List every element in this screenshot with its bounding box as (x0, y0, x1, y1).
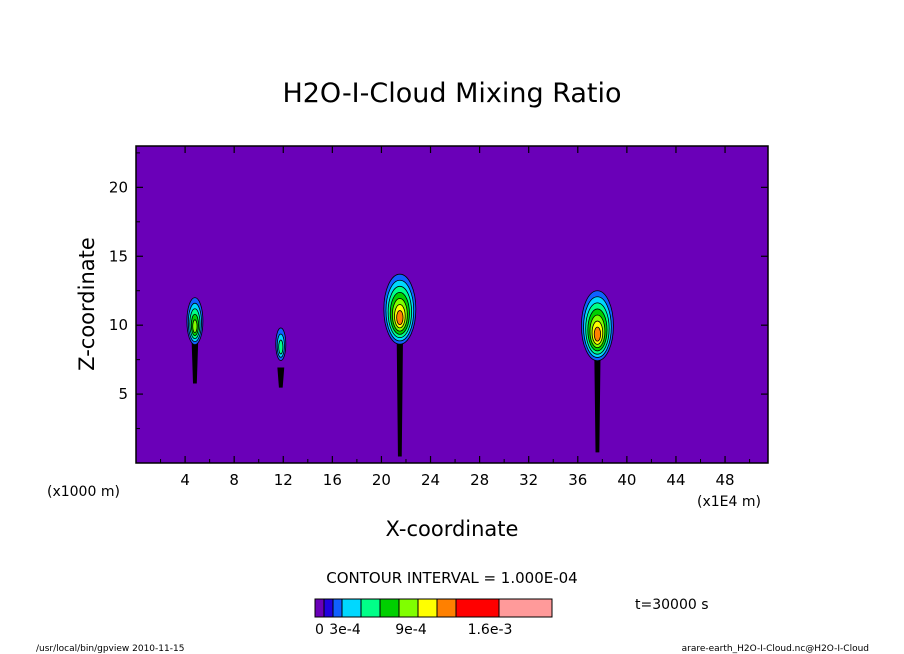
colorbar-label: 9e-4 (395, 622, 427, 638)
colorbar-swatch (455, 598, 500, 618)
contour-interval-text: CONTOUR INTERVAL = 1.000E-04 (326, 569, 577, 587)
x-tick-label: 16 (323, 471, 342, 489)
colorbar-swatch (417, 598, 438, 618)
x-tick-label: 36 (568, 471, 587, 489)
x-tick-label: 8 (229, 471, 239, 489)
colorbar-label: 3e-4 (329, 622, 361, 638)
x-tick-label: 12 (274, 471, 293, 489)
cloud-cells (186, 273, 614, 457)
plot-frame (135, 145, 769, 464)
colorbar (314, 598, 553, 618)
x-axis: 4 8 12 16 20 24 28 32 36 40 44 48 (160, 146, 751, 489)
x-unit-right: (x1E4 m) (697, 494, 761, 510)
colorbar-swatch (379, 598, 400, 618)
colorbar-swatch (360, 598, 381, 618)
x-tick-label: 32 (519, 471, 538, 489)
y-tick-label: 10 (109, 316, 128, 334)
x-tick-label: 44 (666, 471, 685, 489)
footer-right: arare-earth_H2O-I-Cloud.nc@H2O-I-Cloud (682, 644, 869, 654)
x-tick-label: 24 (421, 471, 440, 489)
colorbar-labels: 0 3e-4 9e-4 1.6e-3 (315, 622, 512, 638)
y-tick-label: 15 (109, 247, 128, 265)
plot-background (136, 146, 768, 463)
colorbar-swatch (436, 598, 457, 618)
cloud-contour (396, 310, 404, 325)
colorbar-swatch (332, 598, 343, 618)
x-tick-label: 20 (372, 471, 391, 489)
colorbar-swatch (398, 598, 419, 618)
x-axis-label: X-coordinate (386, 517, 519, 541)
x-tick-label: 4 (180, 471, 190, 489)
colorbar-swatch (498, 598, 553, 618)
y-tick-label: 5 (118, 385, 128, 403)
cloud-contour (278, 339, 284, 355)
x-tick-label: 48 (716, 471, 735, 489)
colorbar-swatch (314, 598, 325, 618)
y-axis: 5 10 15 20 (109, 152, 768, 430)
colorbar-swatch (341, 598, 362, 618)
footer-left: /usr/local/bin/gpview 2010-11-15 (36, 644, 184, 654)
colorbar-swatch (323, 598, 334, 618)
y-tick-label: 20 (109, 178, 128, 196)
time-label: t=30000 s (635, 597, 709, 613)
colorbar-label: 0 (315, 622, 324, 638)
cloud-contour (593, 326, 602, 342)
colorbar-label: 1.6e-3 (468, 622, 513, 638)
chart-title: H2O-I-Cloud Mixing Ratio (282, 78, 621, 109)
x-tick-label: 40 (617, 471, 636, 489)
cloud-contour (192, 319, 198, 334)
x-unit-left: (x1000 m) (47, 484, 120, 500)
y-axis-label: Z-coordinate (75, 237, 99, 371)
x-tick-label: 28 (470, 471, 489, 489)
cloud-stem (277, 367, 285, 388)
